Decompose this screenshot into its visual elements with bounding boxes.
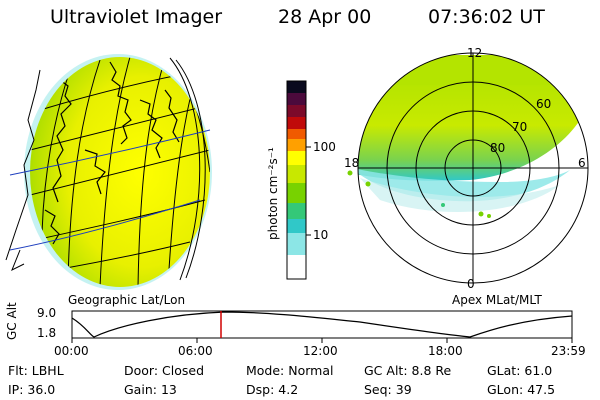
timeline-xtick-2359: 23:59 [551, 344, 586, 358]
info-glat: GLat: 61.0 [487, 363, 553, 378]
colorbar-tick-10: 10 [313, 228, 329, 242]
mlt-label-6: 6 [578, 156, 586, 170]
timeline-xtick-0600: 06:00 [178, 344, 213, 358]
lat-label-80: 80 [490, 141, 506, 155]
lat-label-60: 60 [536, 97, 552, 111]
earth-disk [5, 54, 212, 290]
instrument-title: Ultraviolet Imager [50, 6, 223, 28]
timeline-xtick-0000: 00:00 [54, 344, 89, 358]
timeline-ytick-max: 9.0 [37, 306, 57, 320]
info-mode: Mode: Normal [246, 363, 334, 378]
apex-panel-label: Apex MLat/MLT [452, 293, 542, 307]
info-gain: Gain: 13 [124, 382, 177, 397]
info-ip: IP: 36.0 [8, 382, 56, 397]
time-label: 07:36:02 UT [428, 6, 545, 28]
altitude-timeline [71, 310, 573, 343]
colorbar-unit-label: photon cm⁻²s⁻¹ [266, 147, 280, 240]
date-label: 28 Apr 00 [278, 6, 372, 28]
colorbar [286, 80, 311, 280]
lat-label-70: 70 [512, 120, 528, 134]
timeline-xtick-1800: 18:00 [428, 344, 463, 358]
info-gc-alt: GC Alt: 8.8 Re [364, 363, 452, 378]
info-filter: Flt: LBHL [8, 363, 64, 378]
mlt-label-18: 18 [344, 156, 360, 170]
info-door: Door: Closed [124, 363, 205, 378]
info-dsp: Dsp: 4.2 [246, 382, 299, 397]
info-seq: Seq: 39 [364, 382, 412, 397]
mlt-label-0: 0 [467, 277, 475, 291]
geographic-panel-label: Geographic Lat/Lon [68, 293, 186, 307]
timeline-ylabel: GC Alt [5, 302, 19, 340]
colorbar-tick-100: 100 [313, 140, 336, 154]
mlt-label-12: 12 [467, 46, 483, 60]
timeline-xtick-1200: 12:00 [303, 344, 338, 358]
timeline-ytick-min: 1.8 [37, 326, 57, 340]
info-glon: GLon: 47.5 [487, 382, 556, 397]
polar-plot [347, 52, 589, 284]
